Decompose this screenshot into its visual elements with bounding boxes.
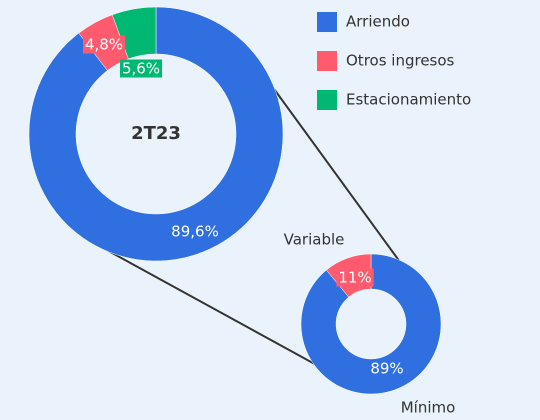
data-label: 89% [370, 360, 403, 378]
legend-swatch [317, 12, 337, 32]
data-label-background [82, 35, 126, 54]
data-label-background [336, 268, 374, 287]
data-label: 4,8% [85, 36, 123, 54]
donut-slice [111, 6, 157, 60]
data-label: 89,6% [171, 223, 219, 241]
data-label-background [169, 222, 221, 241]
category-label: Variable [284, 231, 345, 249]
data-label: 11% [338, 269, 371, 287]
connector-line [82, 236, 323, 369]
donut-slice [300, 253, 442, 395]
legend-label: Estacionamiento [346, 91, 471, 109]
data-label-background [119, 59, 163, 78]
donut-slice [28, 6, 284, 262]
chart-title: 2T23 [131, 123, 181, 144]
data-label: 5,6% [122, 60, 160, 78]
legend-label: Arriendo [346, 13, 410, 31]
legend-swatch [317, 51, 337, 71]
legend-label: Otros ingresos [346, 52, 455, 70]
data-label-background [368, 359, 406, 378]
legend-swatch [317, 90, 337, 110]
category-label: Mínimo [401, 399, 456, 417]
